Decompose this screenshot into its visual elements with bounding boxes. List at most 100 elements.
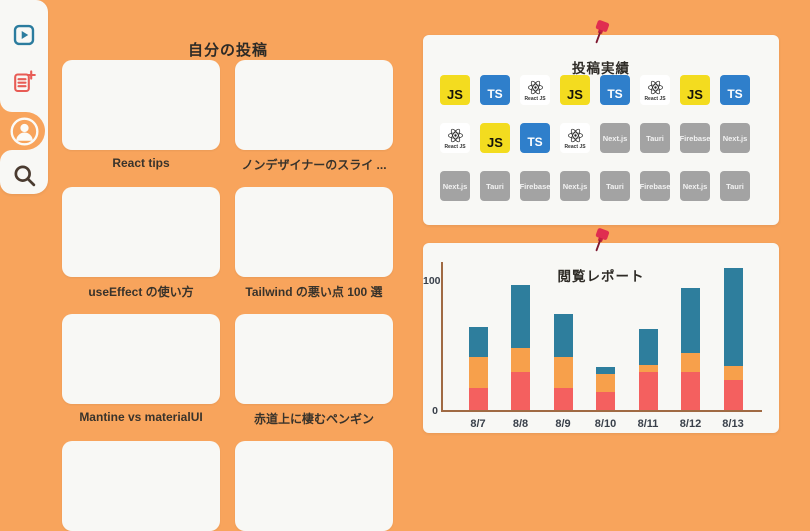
badge-next-js: Next.js <box>560 171 590 201</box>
react-atom-icon <box>567 128 583 142</box>
badge-label: Next.js <box>722 133 748 143</box>
badge-js: JS <box>560 75 590 105</box>
achievements-panel: 投稿実績 JS TS React JS JS TS React JS JS TS React J… <box>423 20 779 225</box>
badge-label: React JS <box>564 143 586 150</box>
badge-label: JS <box>567 87 583 102</box>
bar-segment-orange <box>723 365 743 381</box>
sidebar-item-new-post[interactable] <box>0 65 48 99</box>
report-title: 閲覧レポート <box>557 269 645 285</box>
post-card[interactable] <box>235 60 393 150</box>
post-caption: Tailwind の悪い点 100 選 <box>245 285 383 298</box>
badge-label: Tauri <box>726 181 744 191</box>
bar-segment-orange <box>681 352 700 373</box>
bar-segment-teal <box>468 326 488 357</box>
bar-segment-red <box>553 387 573 410</box>
bar-segment-orange <box>468 356 488 388</box>
badge-label: Firebase <box>519 181 551 191</box>
badge-firebase: Firebase <box>520 171 550 201</box>
profile-icon <box>9 116 39 146</box>
y-tick-label: 100 <box>423 275 441 287</box>
post-caption: ノンデザイナーのスライ ... <box>241 158 387 171</box>
react-atom-icon <box>527 80 543 94</box>
badge-label: JS <box>447 87 463 102</box>
posts-title: 自分の投稿 <box>187 42 268 60</box>
badge-label: JS <box>687 87 703 102</box>
badge-react-js: React JS <box>640 75 670 105</box>
react-atom-icon <box>447 128 463 142</box>
badge-label: TS <box>607 87 623 101</box>
badge-next-js: Next.js <box>680 171 710 201</box>
badge-label: Next.js <box>602 133 628 143</box>
x-tick-label: 8/7 <box>470 418 486 430</box>
badge-tauri: Tauri <box>720 171 750 201</box>
pushpin-icon <box>595 228 610 252</box>
badge-next-js: Next.js <box>440 171 470 201</box>
search-icon <box>14 165 35 186</box>
badge-tauri: Tauri <box>640 123 670 153</box>
app-background: { "sidebar": { "items": [ {"id": "videos… <box>0 0 810 455</box>
x-tick-label: 8/12 <box>679 418 702 430</box>
badge-label: Firebase <box>679 133 711 143</box>
sidebar-notch-bottom <box>0 150 12 162</box>
bar-segment-red <box>681 372 700 410</box>
badge-js: JS <box>480 123 510 153</box>
badge-label: Tauri <box>606 181 624 191</box>
sidebar-item-videos[interactable] <box>0 18 48 52</box>
bar-segment-orange <box>596 373 615 392</box>
post-caption: Mantine vs materialUI <box>79 410 203 424</box>
bar-segment-red <box>723 380 743 410</box>
badge-label: Next.js <box>682 181 708 191</box>
post-caption: 赤道上に棲むペンギン <box>253 412 374 425</box>
post-cell: Mantine vs materialUI <box>62 314 220 425</box>
post-card[interactable] <box>62 60 220 150</box>
bar-segment-red <box>638 372 658 410</box>
post-card[interactable] <box>235 187 393 277</box>
bar-8/11 <box>638 329 658 410</box>
bar-segment-teal <box>638 329 658 365</box>
bar-segment-red <box>468 387 488 410</box>
badge-firebase: Firebase <box>680 123 710 153</box>
badge-label: TS <box>727 87 743 101</box>
badge-label: React JS <box>524 95 546 102</box>
y-tick-label: 0 <box>432 405 438 417</box>
x-tick-label: 8/11 <box>637 418 659 430</box>
badge-ts: TS <box>600 75 630 105</box>
bar-segment-teal <box>723 268 743 366</box>
sidebar-notch-top <box>0 100 12 112</box>
sidebar-item-search[interactable] <box>0 158 48 192</box>
badge-next-js: Next.js <box>600 123 630 153</box>
badge-label: Next.js <box>442 181 468 191</box>
badge-react-js: React JS <box>560 123 590 153</box>
bar-8/9 <box>553 313 573 410</box>
badge-grid: JS TS React JS JS TS React JS JS TS React JS JS TS… <box>440 75 750 201</box>
bar-8/7 <box>468 326 488 410</box>
post-card[interactable] <box>62 314 220 404</box>
badge-react-js: React JS <box>520 75 550 105</box>
badge-label: TS <box>487 87 503 101</box>
badge-ts: TS <box>480 75 510 105</box>
post-card[interactable] <box>62 187 220 277</box>
badge-label: TS <box>527 135 543 149</box>
post-cell: Tailwind の悪い点 100 選 <box>235 187 393 298</box>
posts-grid: React tips ノンデザイナーのスライ ... useEffect の使い方 T… <box>62 60 394 531</box>
badge-label: Tauri <box>646 133 664 143</box>
y-axis <box>441 262 443 412</box>
bar-8/8 <box>511 285 530 410</box>
x-tick-label: 8/8 <box>512 418 529 430</box>
react-atom-icon <box>647 80 663 94</box>
bar-segment-teal <box>596 367 615 374</box>
play-icon <box>13 24 35 46</box>
post-card[interactable] <box>235 314 393 404</box>
sidebar-item-profile[interactable] <box>0 114 48 148</box>
badge-js: JS <box>680 75 710 105</box>
badge-label: Tauri <box>486 181 504 191</box>
bar-8/12 <box>681 287 700 410</box>
sidebar <box>0 0 48 194</box>
badge-firebase: Firebase <box>640 171 670 201</box>
badge-ts: TS <box>520 123 550 153</box>
badge-react-js: React JS <box>440 123 470 153</box>
views-stacked-bar-chart: 0 100 8/7 8/8 8/9 8/10 8/11 8/12 8/13 <box>423 243 779 433</box>
badge-next-js: Next.js <box>720 123 750 153</box>
bar-8/13 <box>723 268 743 410</box>
post-cell: React tips <box>62 60 220 171</box>
